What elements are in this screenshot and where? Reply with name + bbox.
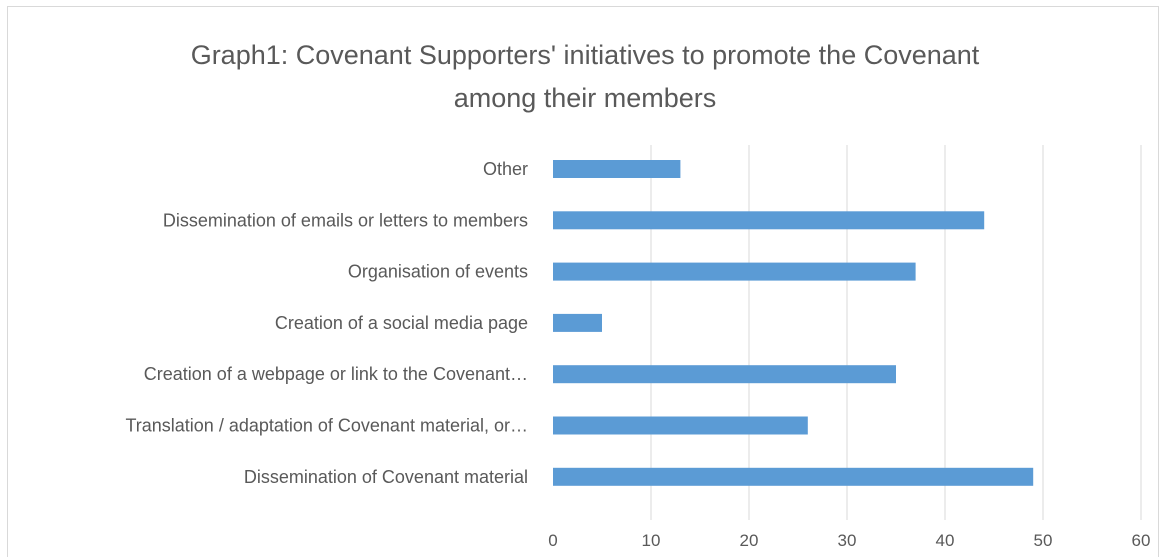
category-label: Dissemination of Covenant material bbox=[244, 467, 528, 487]
bar bbox=[553, 313, 602, 332]
category-label: Translation / adaptation of Covenant mat… bbox=[125, 416, 528, 436]
x-tick-label: 20 bbox=[740, 531, 759, 550]
bar bbox=[553, 262, 916, 281]
category-label: Organisation of events bbox=[348, 262, 528, 282]
x-tick-label: 40 bbox=[936, 531, 955, 550]
x-tick-label: 0 bbox=[548, 531, 557, 550]
bar bbox=[553, 160, 681, 178]
chart-frame bbox=[7, 6, 1159, 557]
category-label: Creation of a social media page bbox=[275, 313, 528, 333]
bar bbox=[553, 365, 896, 384]
category-label: Other bbox=[483, 159, 528, 179]
x-tick-label: 30 bbox=[838, 531, 857, 550]
category-label: Dissemination of emails or letters to me… bbox=[163, 210, 528, 230]
bar bbox=[553, 211, 985, 230]
chart-title: Graph1: Covenant Supporters' initiatives… bbox=[0, 34, 1170, 120]
bar bbox=[553, 416, 808, 435]
x-tick-label: 50 bbox=[1034, 531, 1053, 550]
chart-title-line-1: Graph1: Covenant Supporters' initiatives… bbox=[190, 40, 980, 70]
x-tick-label: 10 bbox=[642, 531, 661, 550]
x-axis-tick-labels: 0 10 20 30 40 50 60 bbox=[548, 531, 1150, 550]
chart-title-line-2: among their members bbox=[453, 83, 717, 113]
bar bbox=[553, 467, 1034, 486]
x-tick-label: 60 bbox=[1132, 531, 1151, 550]
category-label: Creation of a webpage or link to the Cov… bbox=[144, 364, 528, 384]
bars bbox=[553, 160, 1034, 486]
category-labels: Other Dissemination of emails or letters … bbox=[125, 159, 528, 487]
gridlines bbox=[650, 145, 1142, 520]
